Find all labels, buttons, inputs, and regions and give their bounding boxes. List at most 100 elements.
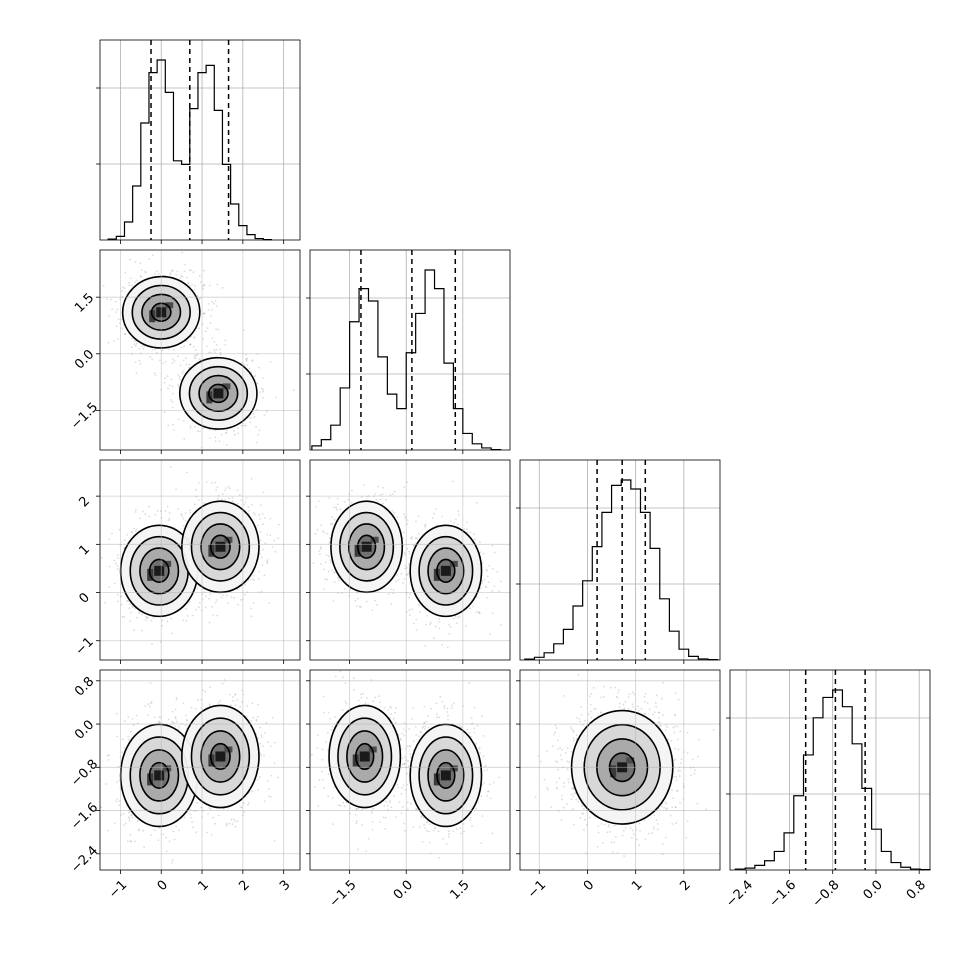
sample-point xyxy=(188,601,191,604)
sample-point xyxy=(275,396,277,399)
sample-point xyxy=(475,501,478,504)
sample-point xyxy=(157,720,160,723)
sample-point xyxy=(265,410,268,413)
sample-point xyxy=(173,348,175,351)
sample-point xyxy=(323,588,325,591)
sample-point xyxy=(107,758,110,761)
sample-point xyxy=(128,820,131,822)
sample-point xyxy=(358,605,361,608)
sample-point xyxy=(325,554,328,556)
sample-point xyxy=(128,284,131,287)
sample-point xyxy=(379,498,382,501)
sample-point xyxy=(301,583,303,585)
sample-point xyxy=(365,600,368,603)
panel-grid xyxy=(310,460,510,660)
sample-point xyxy=(425,623,427,626)
sample-point xyxy=(328,541,331,544)
sample-point xyxy=(448,623,450,626)
sample-point xyxy=(130,840,133,842)
sample-point xyxy=(116,308,119,311)
sample-point xyxy=(482,552,485,555)
sample-point xyxy=(171,632,174,635)
sample-point xyxy=(416,537,418,540)
sample-point xyxy=(434,625,437,628)
sample-point xyxy=(149,356,152,358)
sample-point xyxy=(486,569,488,572)
sample-point xyxy=(123,287,126,290)
sample-point xyxy=(98,799,100,801)
sample-point xyxy=(154,374,157,377)
sample-point xyxy=(134,261,137,263)
sample-point xyxy=(161,619,164,622)
sample-point xyxy=(143,345,146,348)
sample-point xyxy=(469,531,472,534)
sample-point xyxy=(210,351,213,354)
sample-point xyxy=(142,829,145,832)
sample-point xyxy=(167,424,170,427)
sample-point xyxy=(131,285,133,287)
sample-point xyxy=(216,283,219,286)
sample-point xyxy=(452,617,455,620)
sample-point xyxy=(108,586,111,588)
sample-point xyxy=(135,508,137,511)
sample-point xyxy=(191,420,194,423)
sample-point xyxy=(230,596,233,598)
contour-level-2 xyxy=(418,535,474,606)
sample-point xyxy=(150,834,152,836)
sample-point xyxy=(319,553,321,555)
sample-point xyxy=(485,568,488,571)
sample-point xyxy=(124,332,126,335)
density-peak xyxy=(154,565,165,576)
density-peak xyxy=(213,388,224,399)
sample-point xyxy=(263,414,266,416)
sample-point xyxy=(191,614,194,617)
sample-point xyxy=(169,272,172,274)
sample-point xyxy=(193,357,196,359)
sample-point xyxy=(198,275,201,277)
sample-point xyxy=(156,270,158,273)
sample-point xyxy=(122,286,124,289)
sample-point xyxy=(343,588,346,590)
sample-point xyxy=(215,328,218,330)
sample-point xyxy=(479,587,482,590)
sample-point xyxy=(408,553,411,555)
sample-point xyxy=(248,416,251,419)
sample-point xyxy=(154,513,157,516)
density-layer xyxy=(102,251,295,448)
sample-point xyxy=(168,384,171,387)
sample-point xyxy=(321,530,324,533)
sample-point xyxy=(163,382,166,384)
sample-point xyxy=(126,534,128,536)
sample-point xyxy=(418,604,420,607)
sample-point xyxy=(126,840,129,843)
panel-frame xyxy=(99,459,301,661)
sample-point xyxy=(189,343,192,346)
sample-point xyxy=(244,501,247,504)
sample-point xyxy=(224,499,227,501)
sample-point xyxy=(412,622,415,625)
sample-point xyxy=(210,315,212,318)
sample-point xyxy=(466,521,468,523)
sample-point xyxy=(150,619,153,622)
sample-point xyxy=(202,338,205,340)
sample-point xyxy=(207,351,210,354)
sample-point xyxy=(202,312,205,315)
sample-point xyxy=(110,298,112,301)
sample-point xyxy=(194,503,197,506)
sample-point xyxy=(120,603,123,606)
sample-point xyxy=(424,526,426,528)
sample-point xyxy=(168,512,171,515)
sample-point xyxy=(199,281,202,283)
sample-point xyxy=(211,308,214,311)
sample-point xyxy=(332,600,335,603)
sample-point xyxy=(333,571,336,574)
sample-point xyxy=(141,613,143,616)
sample-point xyxy=(222,594,224,597)
sample-point xyxy=(108,538,111,541)
sample-point xyxy=(337,579,340,582)
sample-point xyxy=(146,616,149,619)
sample-point xyxy=(146,714,149,716)
sample-point xyxy=(449,626,452,628)
sample-point xyxy=(438,627,441,630)
sample-point xyxy=(228,497,230,500)
